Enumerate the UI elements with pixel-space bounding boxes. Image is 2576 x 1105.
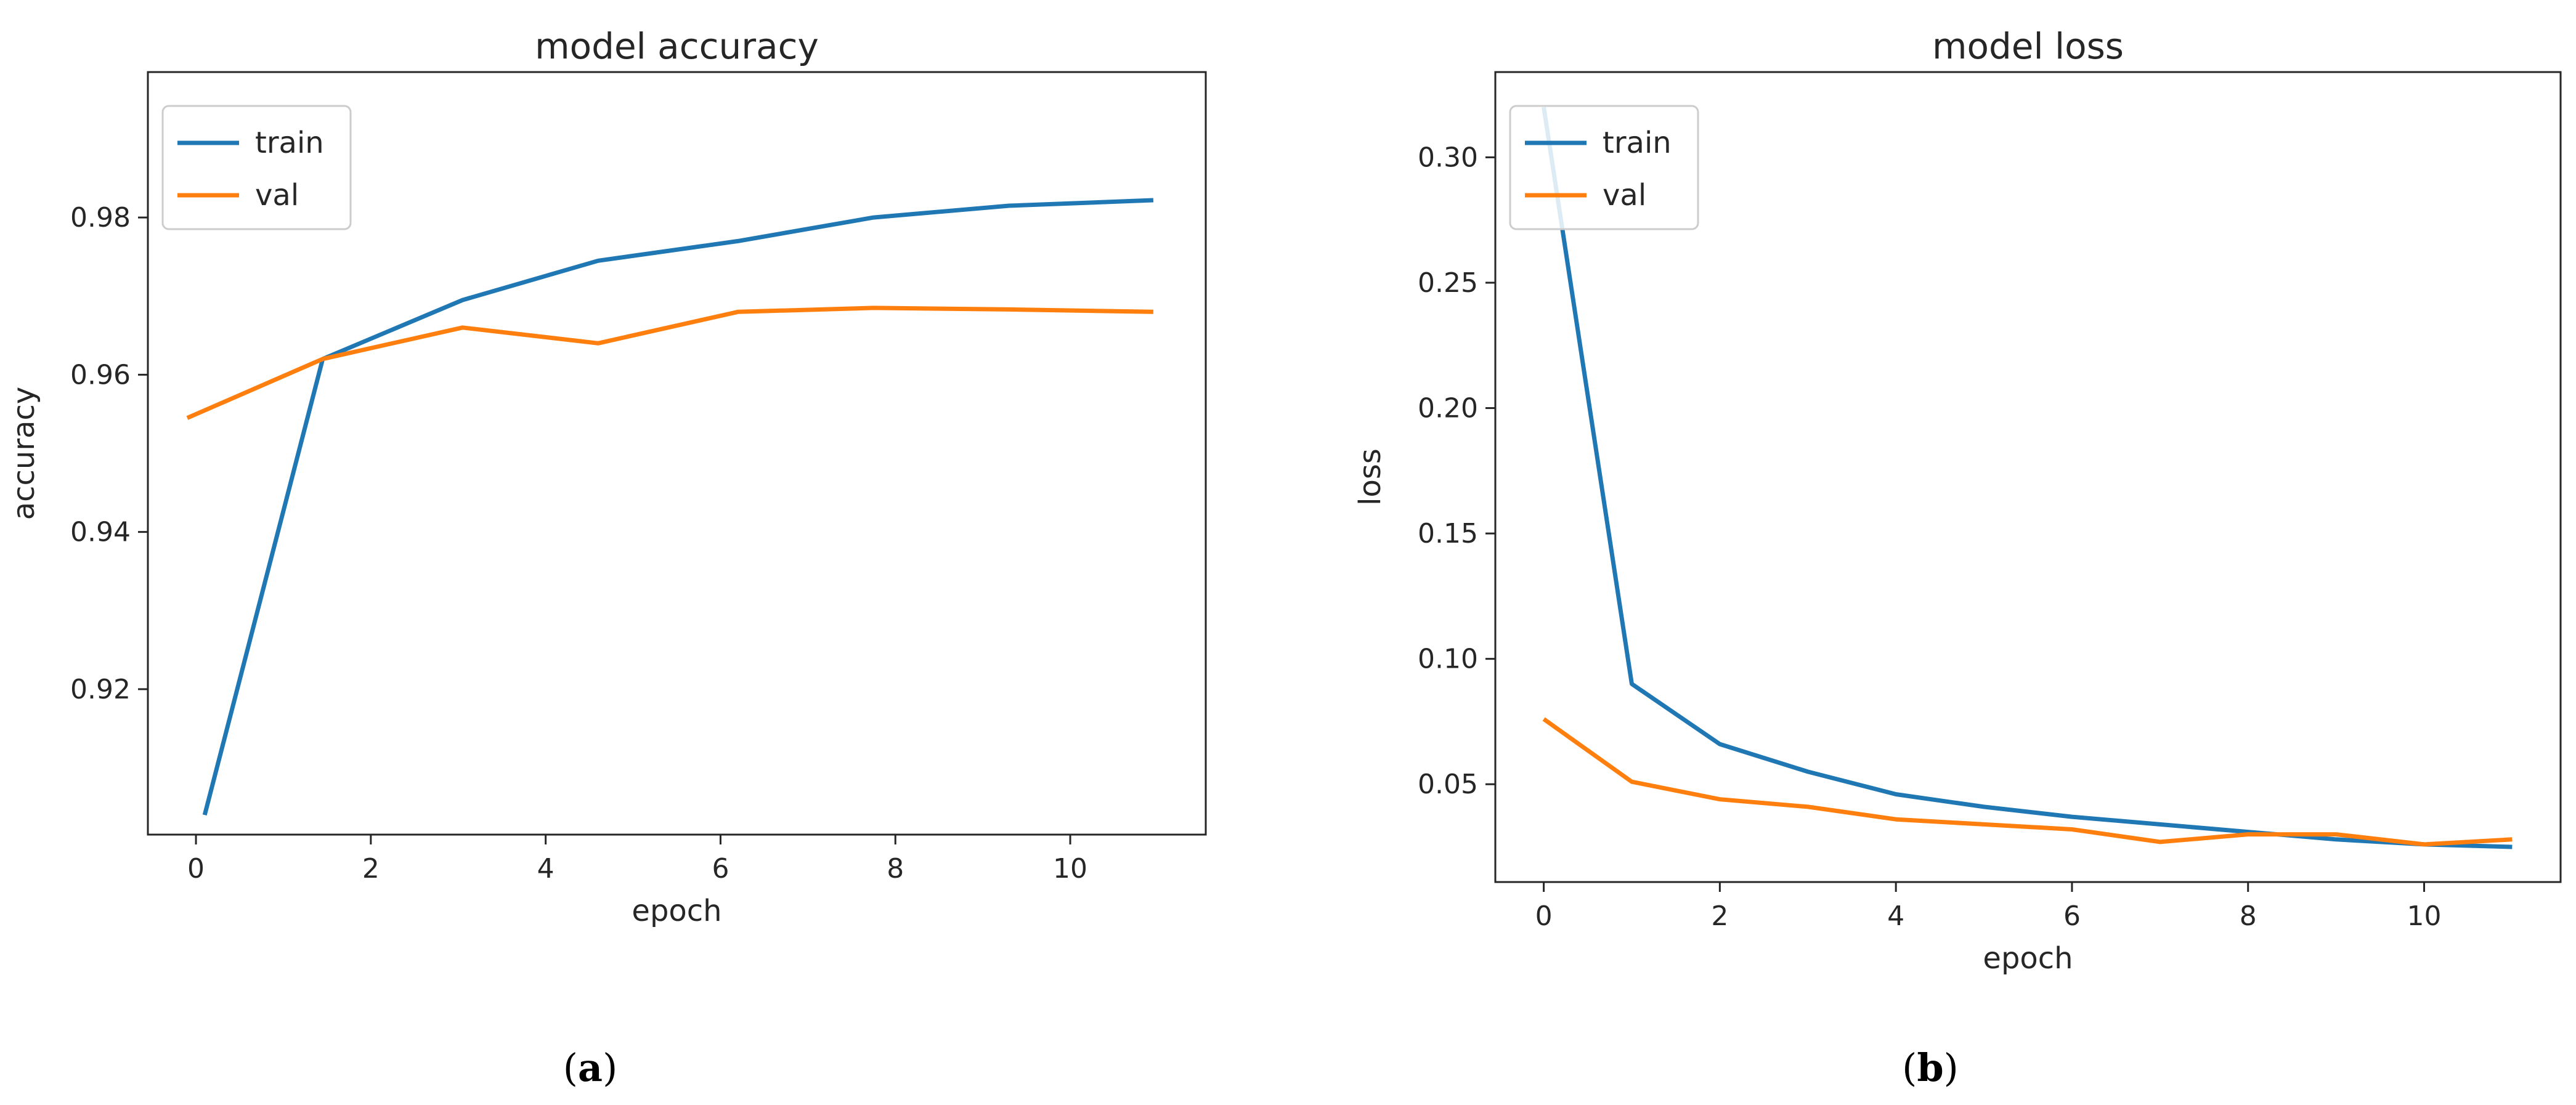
caption-open-paren: ( [1902, 1045, 1917, 1090]
legend-label-val: val [255, 178, 299, 212]
x-tick-label: 6 [2063, 901, 2081, 932]
x-axis-label: epoch [1983, 941, 2073, 976]
y-tick-label: 0.25 [1418, 267, 1478, 299]
caption-letter: a [578, 1045, 603, 1090]
legend-label-train: train [1603, 126, 1672, 160]
legend-box [161, 105, 352, 230]
series-line-train [202, 198, 1154, 816]
series-line-val [186, 306, 1153, 420]
caption-close-paren: ) [1944, 1045, 1959, 1090]
legend-label-train: train [255, 126, 324, 160]
x-tick-label: 8 [887, 853, 904, 884]
x-axis-label: epoch [632, 894, 721, 928]
caption-open-paren: ( [563, 1045, 578, 1090]
y-tick-label: 0.30 [1418, 142, 1478, 173]
x-tick-label: 6 [712, 853, 729, 884]
y-tick-label: 0.05 [1418, 769, 1478, 800]
legend-box [1509, 105, 1699, 230]
chart-title: model loss [1932, 25, 2124, 67]
x-tick-label: 2 [362, 853, 380, 884]
y-tick-label: 0.10 [1418, 644, 1478, 675]
panel-caption: (a) [563, 1045, 618, 1090]
plot-frame [147, 71, 1207, 836]
caption-letter: b [1917, 1045, 1943, 1090]
caption-close-paren: ) [603, 1045, 617, 1090]
y-tick-label: 0.96 [70, 359, 131, 391]
y-tick-label: 0.20 [1418, 393, 1478, 424]
panel-caption: (b) [1902, 1045, 1959, 1090]
y-axis-label: loss [1353, 448, 1388, 506]
x-tick-label: 4 [537, 853, 555, 884]
chart-accuracy: 0 2 4 6 8 10 0.92 0.94 0.96 0.98 model accuracy epo… [7, 25, 1207, 1090]
y-tick-label: 0.15 [1418, 518, 1478, 549]
y-tick-label: 0.98 [70, 202, 131, 233]
x-tick-label: 0 [1535, 901, 1553, 932]
y-tick-label: 0.94 [70, 517, 131, 548]
series-line-val [1542, 717, 2513, 847]
chart-loss: 0 2 4 6 8 10 0.05 0.10 0.15 0.20 0.25 0.30 model los… [1353, 25, 2562, 1090]
x-tick-label: 0 [187, 853, 205, 884]
legend-label-val: val [1603, 178, 1646, 212]
x-tick-label: 4 [1887, 901, 1904, 932]
x-tick-label: 10 [1053, 853, 1087, 884]
y-tick-label: 0.92 [70, 674, 131, 705]
x-tick-label: 2 [1711, 901, 1728, 932]
plot-frame [1494, 71, 2562, 883]
series-line-train [1542, 107, 2513, 849]
x-tick-label: 8 [2240, 901, 2257, 932]
legend: train val [161, 105, 352, 230]
chart-title: model accuracy [535, 25, 819, 67]
legend: train val [1509, 105, 1699, 230]
y-axis-label: accuracy [7, 387, 41, 520]
x-tick-label: 10 [2407, 901, 2442, 932]
